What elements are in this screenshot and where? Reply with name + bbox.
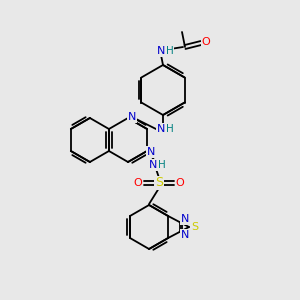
Text: N: N — [128, 112, 136, 122]
Text: N: N — [157, 124, 165, 134]
Text: S: S — [155, 176, 163, 190]
Text: O: O — [176, 178, 184, 188]
Text: N: N — [147, 147, 155, 157]
Text: O: O — [202, 37, 210, 47]
Text: H: H — [166, 124, 174, 134]
Text: N: N — [157, 46, 165, 56]
Text: O: O — [134, 178, 142, 188]
Text: N: N — [180, 214, 189, 224]
Text: S: S — [191, 222, 199, 232]
Text: H: H — [166, 46, 174, 56]
Text: N: N — [180, 230, 189, 240]
Text: H: H — [158, 160, 166, 170]
Text: N: N — [149, 160, 157, 170]
